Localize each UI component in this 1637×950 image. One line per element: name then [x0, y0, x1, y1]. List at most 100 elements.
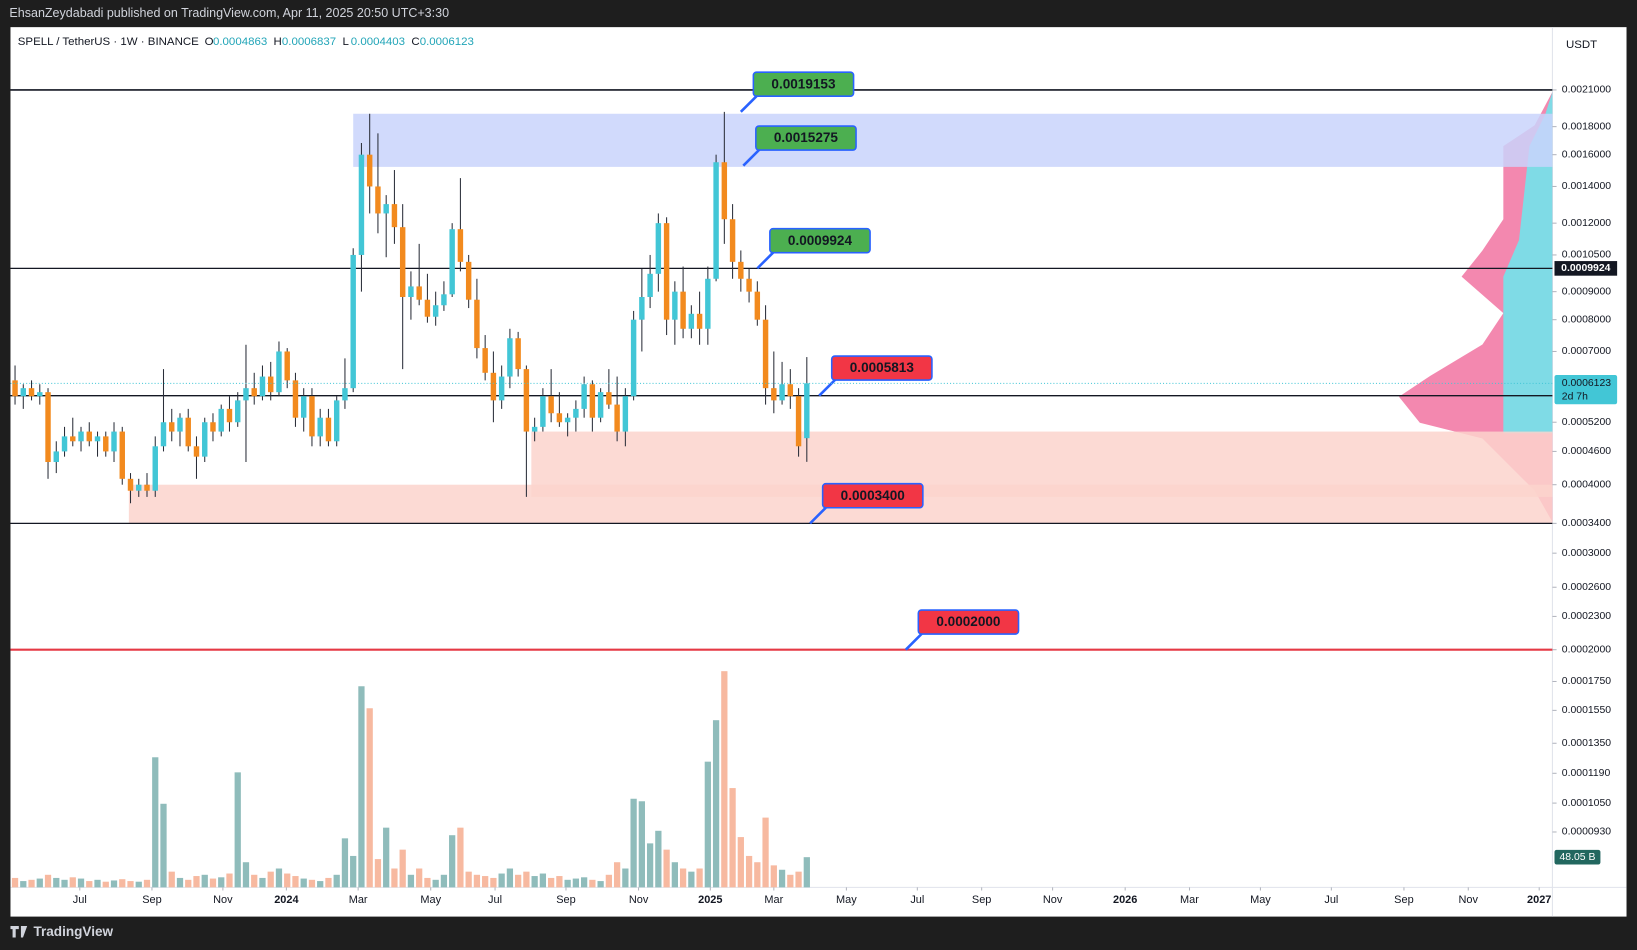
volume-bar: [589, 879, 596, 888]
volume-bar: [638, 801, 645, 888]
x-tick-label: Sep: [972, 894, 992, 906]
candle-body: [383, 204, 389, 214]
x-tick-label: Jul: [910, 894, 924, 906]
volume-bar: [597, 881, 604, 888]
y-tick-label: 0.0016000: [1562, 149, 1611, 160]
zone: [353, 113, 1553, 167]
candle-body: [350, 254, 356, 389]
volume-bar: [127, 881, 134, 888]
candle-body: [119, 431, 125, 479]
y-tick-label: 0.0018000: [1562, 121, 1611, 132]
volume-bar: [259, 877, 266, 888]
candle-body: [94, 436, 101, 442]
volume-bar: [119, 879, 126, 888]
candle-body: [556, 413, 563, 423]
x-tick-label: Sep: [1394, 894, 1414, 906]
volume-bar: [209, 878, 217, 888]
volume-bar: [333, 874, 340, 888]
y-tick-label: 0.0001350: [1562, 738, 1611, 749]
x-tick-label: May: [420, 894, 441, 906]
volume-bar: [655, 830, 662, 888]
x-tick-label: Nov: [1459, 894, 1479, 906]
y-tick-label: 0.0003000: [1562, 548, 1611, 559]
candle-body: [474, 299, 480, 349]
ohlc-letter: H: [274, 36, 282, 48]
callout-box: [917, 609, 1020, 635]
x-tick-label: 2024: [274, 894, 299, 906]
countdown: 2d 7h: [1562, 392, 1588, 403]
candle-body: [449, 229, 455, 295]
candle-body: [391, 204, 398, 228]
volume-bar: [160, 803, 167, 888]
volume-bar: [548, 877, 555, 888]
candle-body: [729, 219, 736, 262]
candle-body: [53, 451, 59, 463]
candle-body: [399, 227, 406, 297]
candle-body: [655, 223, 662, 274]
candle-body: [614, 404, 620, 432]
volume-bar: [61, 879, 68, 888]
volume-bar: [712, 720, 720, 888]
candle-body: [548, 396, 554, 414]
volume-bar: [11, 877, 19, 888]
volume-bar: [473, 874, 481, 888]
candle-body: [284, 351, 290, 381]
candle-body: [581, 384, 587, 409]
candle-body: [358, 154, 365, 255]
candle-body: [639, 296, 645, 320]
x-tick-label: Nov: [1043, 894, 1063, 906]
candle-body: [86, 431, 92, 442]
volume-bar: [688, 871, 695, 888]
candle-body: [268, 376, 274, 393]
callout-label: 0.0003400: [841, 488, 905, 503]
volume-bar: [20, 881, 27, 888]
volume-bar: [77, 878, 85, 888]
volume-bar: [152, 757, 159, 888]
ohlc-letter: C: [411, 36, 419, 48]
y-tick-label: 0.0001550: [1562, 705, 1611, 716]
ohlc-letter: O: [205, 36, 214, 48]
volume-bar: [424, 877, 431, 888]
volume-bar: [218, 877, 225, 888]
callout-label: 0.0019153: [771, 76, 836, 91]
volume-bar: [176, 877, 184, 888]
volume-bar: [770, 865, 777, 888]
y-tick-label: 0.0004000: [1562, 479, 1611, 490]
candle-body: [795, 396, 802, 447]
volume-bar: [449, 835, 456, 888]
y-tick-label: 0.0000930: [1562, 827, 1611, 838]
candle-body: [375, 186, 381, 214]
volume-bar: [778, 869, 786, 888]
candle-body: [317, 417, 323, 437]
volume-bar: [432, 879, 439, 888]
candle-body: [210, 422, 216, 432]
candle-body: [111, 431, 117, 452]
candle-body: [523, 369, 530, 432]
volume-bar: [308, 879, 316, 888]
symbol: SPELL / TetherUS · 1W · BINANCE: [18, 36, 199, 48]
candle-body: [259, 376, 266, 397]
candle-body: [136, 484, 142, 491]
volume-bar: [69, 877, 76, 888]
volume-bar: [515, 874, 522, 888]
callout-pointer: [756, 250, 775, 270]
x-tick-label: Nov: [213, 894, 233, 906]
volume-bar: [754, 862, 761, 888]
x-tick-label: Sep: [556, 894, 576, 906]
volume-bar: [795, 871, 802, 888]
candle-body: [771, 388, 777, 401]
candle-body: [243, 388, 249, 401]
x-tick-label: May: [1250, 894, 1271, 906]
ohlc-value: 0.0006123: [420, 36, 474, 48]
candle-body: [309, 396, 315, 437]
candle-body: [251, 388, 257, 397]
candle-body: [688, 313, 695, 329]
volume-bar: [721, 671, 728, 888]
volume-badge: [1554, 849, 1601, 865]
volume-bar: [416, 868, 423, 888]
candle-body: [408, 286, 414, 297]
y-tick-label: 0.0021000: [1562, 85, 1611, 96]
volume-bar: [580, 877, 588, 888]
x-tick-label: 2025: [698, 894, 722, 906]
